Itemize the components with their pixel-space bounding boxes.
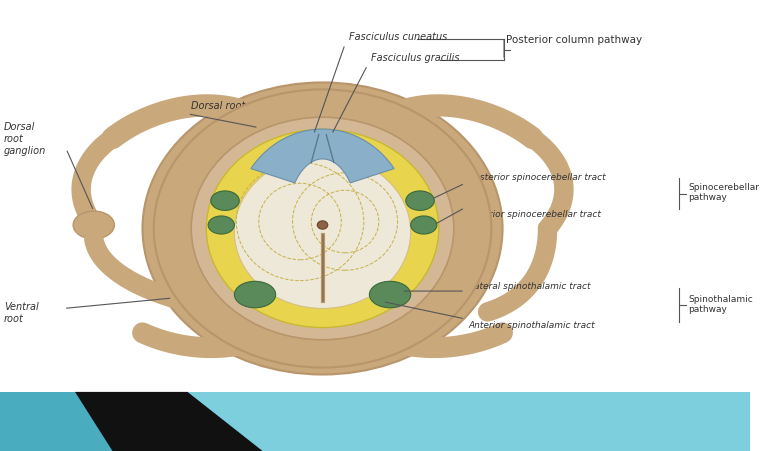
- Ellipse shape: [206, 130, 438, 328]
- Ellipse shape: [73, 212, 114, 239]
- FancyBboxPatch shape: [0, 392, 750, 451]
- Ellipse shape: [143, 83, 503, 375]
- Polygon shape: [251, 130, 394, 184]
- Text: Dorsal root: Dorsal root: [191, 101, 245, 111]
- Ellipse shape: [211, 192, 239, 211]
- Ellipse shape: [370, 282, 411, 308]
- Polygon shape: [75, 392, 262, 451]
- Text: Posterior spinocerebellar tract: Posterior spinocerebellar tract: [469, 173, 605, 182]
- Text: Anterior spinocerebellar tract: Anterior spinocerebellar tract: [469, 210, 601, 219]
- Ellipse shape: [191, 118, 454, 340]
- Text: Dorsal
root
ganglion: Dorsal root ganglion: [4, 122, 46, 155]
- Ellipse shape: [208, 216, 235, 235]
- Polygon shape: [188, 392, 750, 451]
- Ellipse shape: [235, 282, 276, 308]
- Polygon shape: [242, 129, 404, 175]
- Ellipse shape: [406, 192, 435, 211]
- Text: Ventral
root: Ventral root: [4, 301, 39, 323]
- Ellipse shape: [411, 216, 437, 235]
- Ellipse shape: [188, 111, 458, 347]
- Text: Spinothalamic
pathway: Spinothalamic pathway: [689, 294, 753, 313]
- Text: Posterior column pathway: Posterior column pathway: [506, 35, 642, 45]
- Ellipse shape: [202, 125, 442, 333]
- Ellipse shape: [154, 90, 491, 368]
- Text: Fasciculus cuneatus: Fasciculus cuneatus: [349, 32, 447, 41]
- Ellipse shape: [229, 152, 416, 319]
- Text: Lateral spinothalamic tract: Lateral spinothalamic tract: [469, 281, 591, 290]
- Ellipse shape: [235, 156, 411, 309]
- Text: Fasciculus gracilis: Fasciculus gracilis: [371, 52, 460, 62]
- Text: Anterior spinothalamic tract: Anterior spinothalamic tract: [469, 321, 595, 330]
- Text: Spinocerebellar
pathway: Spinocerebellar pathway: [689, 183, 760, 202]
- Ellipse shape: [317, 221, 328, 230]
